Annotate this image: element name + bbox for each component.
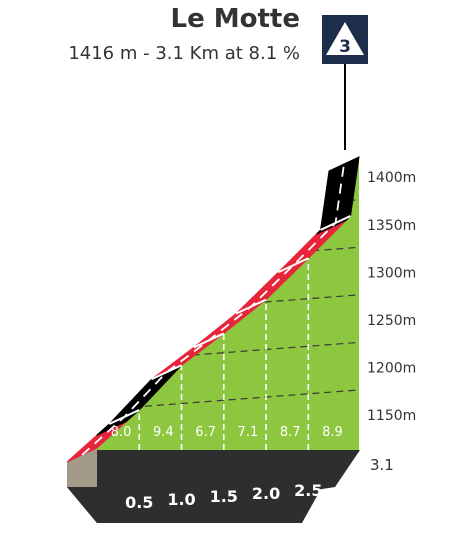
elevation-tick-label: 1300m	[367, 265, 416, 281]
category-badge-label: 3	[339, 37, 351, 57]
road-km-separator	[193, 332, 225, 349]
profile-fill-area	[97, 157, 359, 450]
road-km-separator	[277, 257, 309, 274]
gradient-label: 8.9	[322, 425, 343, 440]
elevation-tick-label: 1250m	[367, 313, 416, 329]
km-tick-label: 0.5	[125, 493, 153, 512]
road-km-separator	[235, 298, 267, 315]
elevation-tick-label: 1150m	[367, 408, 416, 424]
gradient-label: 8.0	[111, 425, 132, 440]
base-band-front	[67, 487, 322, 523]
elevation-gridline	[97, 242, 359, 268]
km-tick-label: 2.0	[252, 484, 280, 503]
mountain-triangle-icon	[326, 22, 364, 55]
km-tick-label: 1.5	[210, 487, 238, 506]
category-badge: 3	[322, 15, 368, 150]
road-summit-separator	[320, 215, 351, 231]
elevation-gridline	[97, 157, 359, 173]
gradient-label: 6.7	[195, 425, 216, 440]
gradient-label: 8.7	[280, 425, 301, 440]
road-km-separator	[108, 409, 140, 425]
gradient-label: 9.4	[153, 425, 174, 440]
km-tick-label: 2.5	[294, 481, 322, 500]
climb-title: Le Motte	[170, 4, 300, 34]
elevation-tick-label: 1200m	[367, 360, 416, 376]
elevation-gridline	[97, 195, 359, 221]
km-tick-label: 1.0	[167, 490, 195, 509]
road-km-separator	[151, 364, 182, 381]
elevation-tick-label: 1400m	[367, 170, 416, 186]
total-distance-label: 3.1	[370, 456, 394, 474]
elevation-gridline	[97, 385, 359, 411]
base-band-top	[97, 450, 360, 487]
elevation-tick-label: 1350m	[367, 218, 416, 234]
climb-subtitle: 1416 m - 3.1 Km at 8.1 %	[68, 43, 300, 64]
gradient-label: 7.1	[238, 425, 259, 440]
